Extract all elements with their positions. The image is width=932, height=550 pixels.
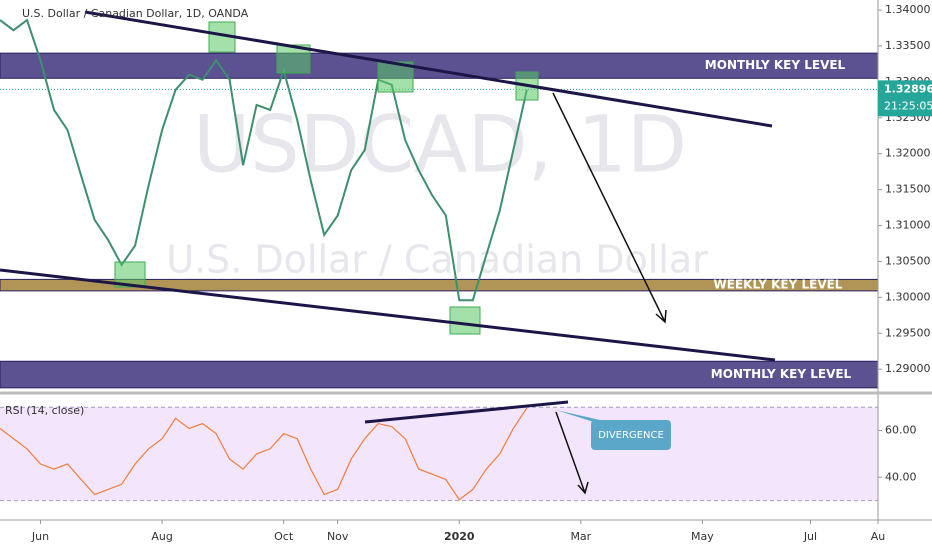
x-tick-label: May bbox=[691, 530, 714, 543]
x-tick-label: Jul bbox=[803, 530, 817, 543]
y-tick-label: 1.31000 bbox=[885, 219, 931, 232]
callout-text: DIVERGENCE bbox=[598, 430, 664, 441]
trendline bbox=[0, 268, 776, 362]
x-tick-label: Jun bbox=[31, 530, 49, 543]
watermark: USDCAD, 1D bbox=[193, 100, 687, 190]
chart-title: U.S. Dollar / Canadian Dollar, 1D, OANDA bbox=[22, 7, 249, 20]
y-tick-label: 1.33500 bbox=[885, 39, 931, 52]
x-tick-label: Nov bbox=[327, 530, 349, 543]
key-level-label: WEEKLY KEY LEVEL bbox=[714, 278, 843, 292]
x-tick-label: Aug bbox=[151, 530, 172, 543]
last-price-box bbox=[878, 80, 932, 117]
y-tick-label: 1.34000 bbox=[885, 3, 931, 16]
key-level-zone bbox=[0, 52, 879, 79]
arrows bbox=[552, 92, 667, 495]
x-tick-label: Au bbox=[871, 530, 886, 543]
callout-pointer bbox=[556, 410, 600, 424]
x-tick-label: Mar bbox=[570, 530, 591, 543]
y-tick-label: 1.32000 bbox=[885, 147, 931, 160]
watermark-subtitle: U.S. Dollar / Canadian Dollar bbox=[166, 238, 708, 282]
key-level-zone bbox=[0, 360, 879, 389]
key-level-label: MONTHLY KEY LEVEL bbox=[711, 367, 852, 381]
countdown-label: 21:25:05 bbox=[884, 99, 932, 112]
highlight-box bbox=[377, 61, 414, 93]
y-tick-label: 1.29500 bbox=[885, 326, 931, 339]
highlight-box bbox=[114, 261, 146, 288]
x-tick-label: Oct bbox=[274, 530, 294, 543]
y-tick-label: 60.00 bbox=[885, 424, 917, 437]
callout bbox=[591, 420, 671, 450]
highlights bbox=[114, 21, 539, 335]
arrow bbox=[555, 411, 589, 495]
trendline bbox=[84, 10, 773, 128]
y-tick-label: 40.00 bbox=[885, 470, 917, 483]
rsi-title: RSI (14, close) bbox=[5, 404, 84, 417]
y-tick-label: 1.29000 bbox=[885, 362, 931, 375]
trendline bbox=[364, 400, 569, 424]
series-line bbox=[0, 407, 528, 501]
y-tick-label: 1.30000 bbox=[885, 290, 931, 303]
rsi-band bbox=[0, 407, 878, 501]
key-level-label: MONTHLY KEY LEVEL bbox=[705, 58, 846, 72]
last-price-label: 1.32896 bbox=[884, 82, 932, 95]
arrow bbox=[552, 92, 667, 324]
highlight-box bbox=[449, 306, 481, 335]
y-tick-label: 1.30500 bbox=[885, 254, 931, 267]
y-tick-label: 1.31500 bbox=[885, 183, 931, 196]
series-line bbox=[0, 18, 528, 302]
x-tick-label: 2020 bbox=[444, 530, 475, 543]
trendlines bbox=[0, 10, 776, 424]
